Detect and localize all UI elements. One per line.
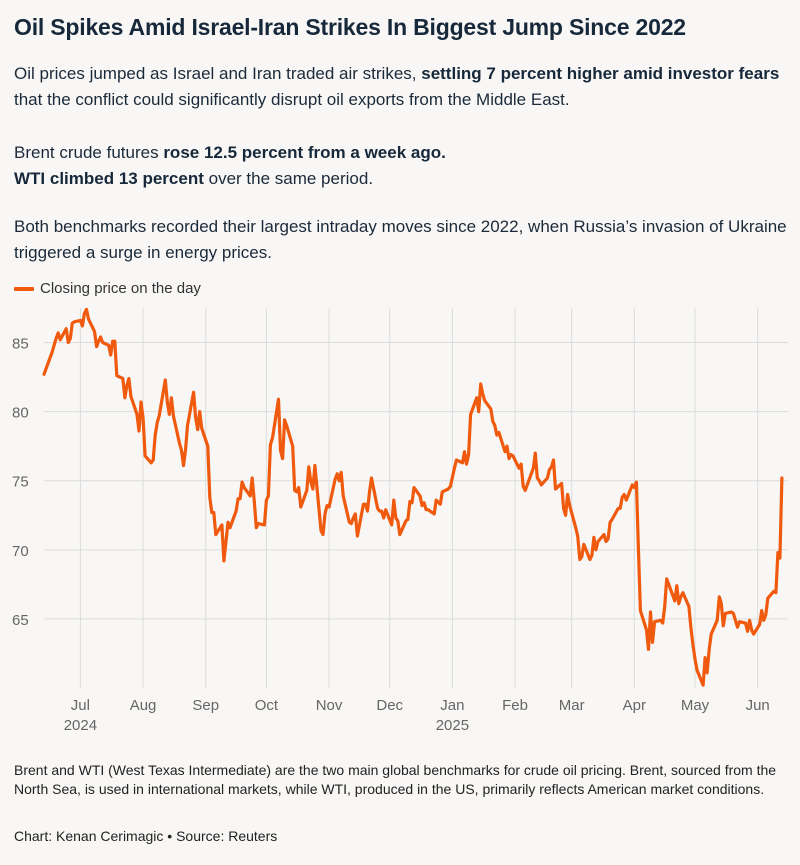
benchmarks-paragraph: Brent crude futures rose 12.5 percent fr… bbox=[14, 140, 784, 192]
chart-legend: Closing price on the day bbox=[14, 280, 201, 297]
x-tick-label: May bbox=[681, 697, 710, 714]
x-axis: Jul 2024 Aug Sep Oct Nov Dec Jan 2025 Feb Mar Apr Ma… bbox=[64, 697, 770, 734]
x-tick-label: Aug bbox=[130, 697, 157, 714]
intro-text-bold: settling 7 percent higher amid investor … bbox=[421, 64, 780, 83]
wti-text-bold: WTI climbed 13 percent bbox=[14, 169, 204, 188]
x-tick-label: Nov bbox=[316, 697, 343, 714]
x-tick-label: Apr bbox=[623, 697, 646, 714]
footnote: Brent and WTI (West Texas Intermediate) … bbox=[14, 762, 777, 797]
intro-text-post: that the conflict could significantly di… bbox=[14, 90, 570, 109]
legend-swatch bbox=[14, 286, 34, 291]
x-tick-label: Jan bbox=[440, 697, 464, 714]
series-layer bbox=[42, 307, 784, 687]
x-tick-label: Mar bbox=[559, 697, 585, 714]
line-chart: 65 70 75 80 85 Jul 2024 Aug Sep Oct Nov Dec Jan 2025… bbox=[12, 307, 788, 734]
y-tick-label: 75 bbox=[12, 474, 29, 491]
credit-line: Chart: Kenan Cerimagic • Source: Reuters bbox=[14, 828, 278, 844]
x-tick-year-label: 2025 bbox=[436, 717, 469, 734]
y-tick-label: 85 bbox=[12, 336, 29, 353]
x-tick-label: Dec bbox=[376, 697, 403, 714]
x-tick-label: Feb bbox=[502, 697, 528, 714]
x-tick-label: Jun bbox=[746, 697, 770, 714]
brent-text-pre: Brent crude futures bbox=[14, 143, 164, 162]
wti-text-post: over the same period. bbox=[203, 169, 374, 188]
grid-layer bbox=[44, 308, 788, 688]
y-tick-label: 80 bbox=[12, 405, 29, 422]
page-title: Oil Spikes Amid Israel-Iran Strikes In B… bbox=[14, 14, 686, 40]
x-tick-label: Jul bbox=[71, 697, 90, 714]
x-tick-label: Oct bbox=[255, 697, 279, 714]
legend-label: Closing price on the day bbox=[40, 280, 201, 297]
brent-text-bold: rose 12.5 percent from a week ago. bbox=[163, 143, 446, 162]
y-tick-label: 70 bbox=[12, 543, 29, 560]
context-paragraph: Both benchmarks recorded their largest i… bbox=[14, 217, 787, 262]
x-tick-label: Sep bbox=[192, 697, 219, 714]
x-tick-year-label: 2024 bbox=[64, 717, 97, 734]
y-tick-label: 65 bbox=[12, 612, 29, 629]
intro-text-pre: Oil prices jumped as Israel and Iran tra… bbox=[14, 64, 422, 83]
intro-paragraph: Oil prices jumped as Israel and Iran tra… bbox=[14, 61, 784, 113]
y-axis: 65 70 75 80 85 bbox=[12, 336, 29, 629]
series-line-closing-price bbox=[42, 307, 784, 687]
